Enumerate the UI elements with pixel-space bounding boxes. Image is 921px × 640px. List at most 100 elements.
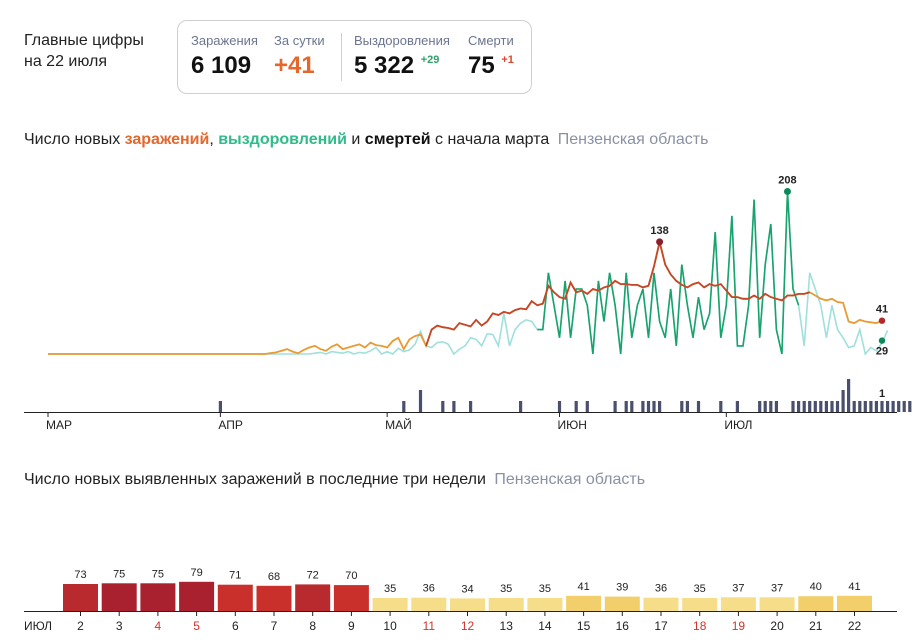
stat-recovered-value: 5 322	[354, 52, 415, 79]
death-bar	[824, 401, 828, 412]
bar-value-label: 36	[423, 583, 435, 595]
bar-chart-title: Число новых выявленных заражений в после…	[24, 471, 645, 489]
stats-divider	[341, 33, 342, 81]
stat-infections: Заражения 6 109	[191, 33, 258, 80]
bar-value-label: 70	[345, 570, 357, 582]
death-bar	[613, 401, 617, 412]
bar-value-label: 41	[848, 581, 860, 593]
bar-value-label: 35	[694, 583, 706, 595]
death-bar	[891, 401, 895, 412]
death-bar	[769, 401, 773, 412]
bar-category-label: 9	[348, 619, 355, 633]
header-title-line1: Главные цифры	[24, 32, 144, 49]
death-bar	[630, 401, 634, 412]
bar-value-label: 71	[229, 570, 241, 582]
recoveries-line-highlight	[537, 191, 800, 355]
bar-value-label: 35	[384, 583, 396, 595]
death-bar	[585, 401, 589, 412]
recoveries-peak-label: 208	[778, 175, 796, 187]
bar	[333, 585, 369, 611]
stat-deaths: Смерти 75 +1	[468, 33, 514, 80]
death-bar	[902, 401, 906, 412]
bar-category-label: 11	[423, 619, 436, 633]
line-chart-region: Пензенская область	[557, 131, 709, 148]
bar-category-label: 7	[271, 619, 278, 633]
stat-deaths-row: 75 +1	[468, 52, 514, 80]
bar-value-label: 34	[461, 583, 473, 595]
bar-category-label: 15	[577, 619, 591, 633]
death-bar	[808, 401, 812, 412]
x-tick-label: МАЙ	[385, 417, 412, 432]
death-bar	[696, 401, 701, 412]
bar	[488, 598, 524, 611]
bar-chart: ИЮЛ 73 2 75 3 75 4 79 5 71 6 68 7 72 8 70 9 35 10 36 11 34 12…	[24, 567, 897, 633]
x-tick-label: МАР	[46, 418, 72, 432]
death-bar	[886, 401, 890, 412]
bar	[140, 583, 176, 612]
bar-category-label: 19	[732, 619, 746, 633]
bar-chart-region: Пензенская область	[494, 471, 646, 488]
line-chart-title: Число новых заражений, выздоровлений и с…	[24, 131, 708, 149]
bar-value-label: 36	[655, 583, 667, 595]
bar	[643, 597, 679, 611]
bar	[101, 583, 137, 612]
death-bar	[735, 401, 739, 412]
stat-infections-value: 6 109	[191, 52, 252, 79]
death-bar	[418, 390, 423, 412]
infections-peak-marker	[656, 238, 664, 246]
death-bar	[863, 401, 867, 412]
recoveries-peak-marker	[783, 188, 791, 195]
death-bar	[452, 401, 456, 412]
death-bar	[641, 401, 645, 412]
death-bar	[441, 401, 445, 412]
bar-value-label: 37	[732, 582, 744, 594]
death-bar	[797, 401, 801, 412]
bar-value-label: 37	[771, 582, 783, 594]
header-date: на 22 июля	[24, 53, 108, 70]
death-bar	[574, 401, 578, 412]
title-part2: ,	[209, 131, 219, 148]
bar	[450, 598, 485, 611]
stat-recovered: Выздоровления 5 322 +29	[354, 33, 450, 80]
bar	[798, 596, 834, 611]
bar-value-label: 72	[307, 569, 319, 581]
infections-last-marker	[878, 317, 886, 324]
death-bar	[830, 401, 834, 412]
bar-value-label: 41	[577, 581, 589, 593]
bar-month-label: ИЮЛ	[24, 619, 52, 633]
stat-recovered-label: Выздоровления	[354, 33, 450, 48]
bar	[179, 581, 215, 611]
bar	[372, 598, 408, 611]
bar	[566, 595, 602, 611]
bar	[604, 596, 640, 611]
death-bar	[680, 401, 684, 412]
bar	[682, 598, 718, 611]
bar	[217, 584, 253, 611]
line-chart: МАР АПР МАЙ ИЮН ИЮЛ 41 29 1 138 208	[24, 175, 912, 432]
death-bar	[469, 401, 473, 412]
bar	[759, 597, 795, 611]
bar-category-label: 10	[383, 619, 397, 633]
bar-category-label: 3	[116, 619, 123, 633]
death-bar	[685, 401, 689, 412]
death-bar	[791, 401, 795, 412]
stat-deaths-value: 75	[468, 52, 495, 79]
bar-category-label: 18	[693, 619, 707, 633]
stat-recovered-delta: +29	[420, 54, 440, 66]
title-part3: и	[346, 131, 365, 148]
bar-category-label: 22	[848, 619, 862, 633]
death-bar	[852, 401, 856, 412]
bar-category-label: 16	[616, 619, 630, 633]
bar-category-label: 12	[461, 619, 475, 633]
infections-line-highlight	[425, 241, 810, 347]
bar-value-label: 35	[500, 583, 512, 595]
death-bar	[813, 401, 817, 412]
death-bar	[847, 379, 851, 412]
death-bar	[908, 401, 912, 412]
stat-deaths-label: Смерти	[468, 33, 514, 48]
stats-panel: Заражения 6 109 За сутки +41 Выздоровлен…	[177, 20, 532, 94]
death-bar	[624, 401, 628, 412]
death-bar	[869, 401, 873, 412]
bar-category-label: 5	[193, 619, 200, 633]
bar-value-label: 75	[113, 568, 125, 580]
